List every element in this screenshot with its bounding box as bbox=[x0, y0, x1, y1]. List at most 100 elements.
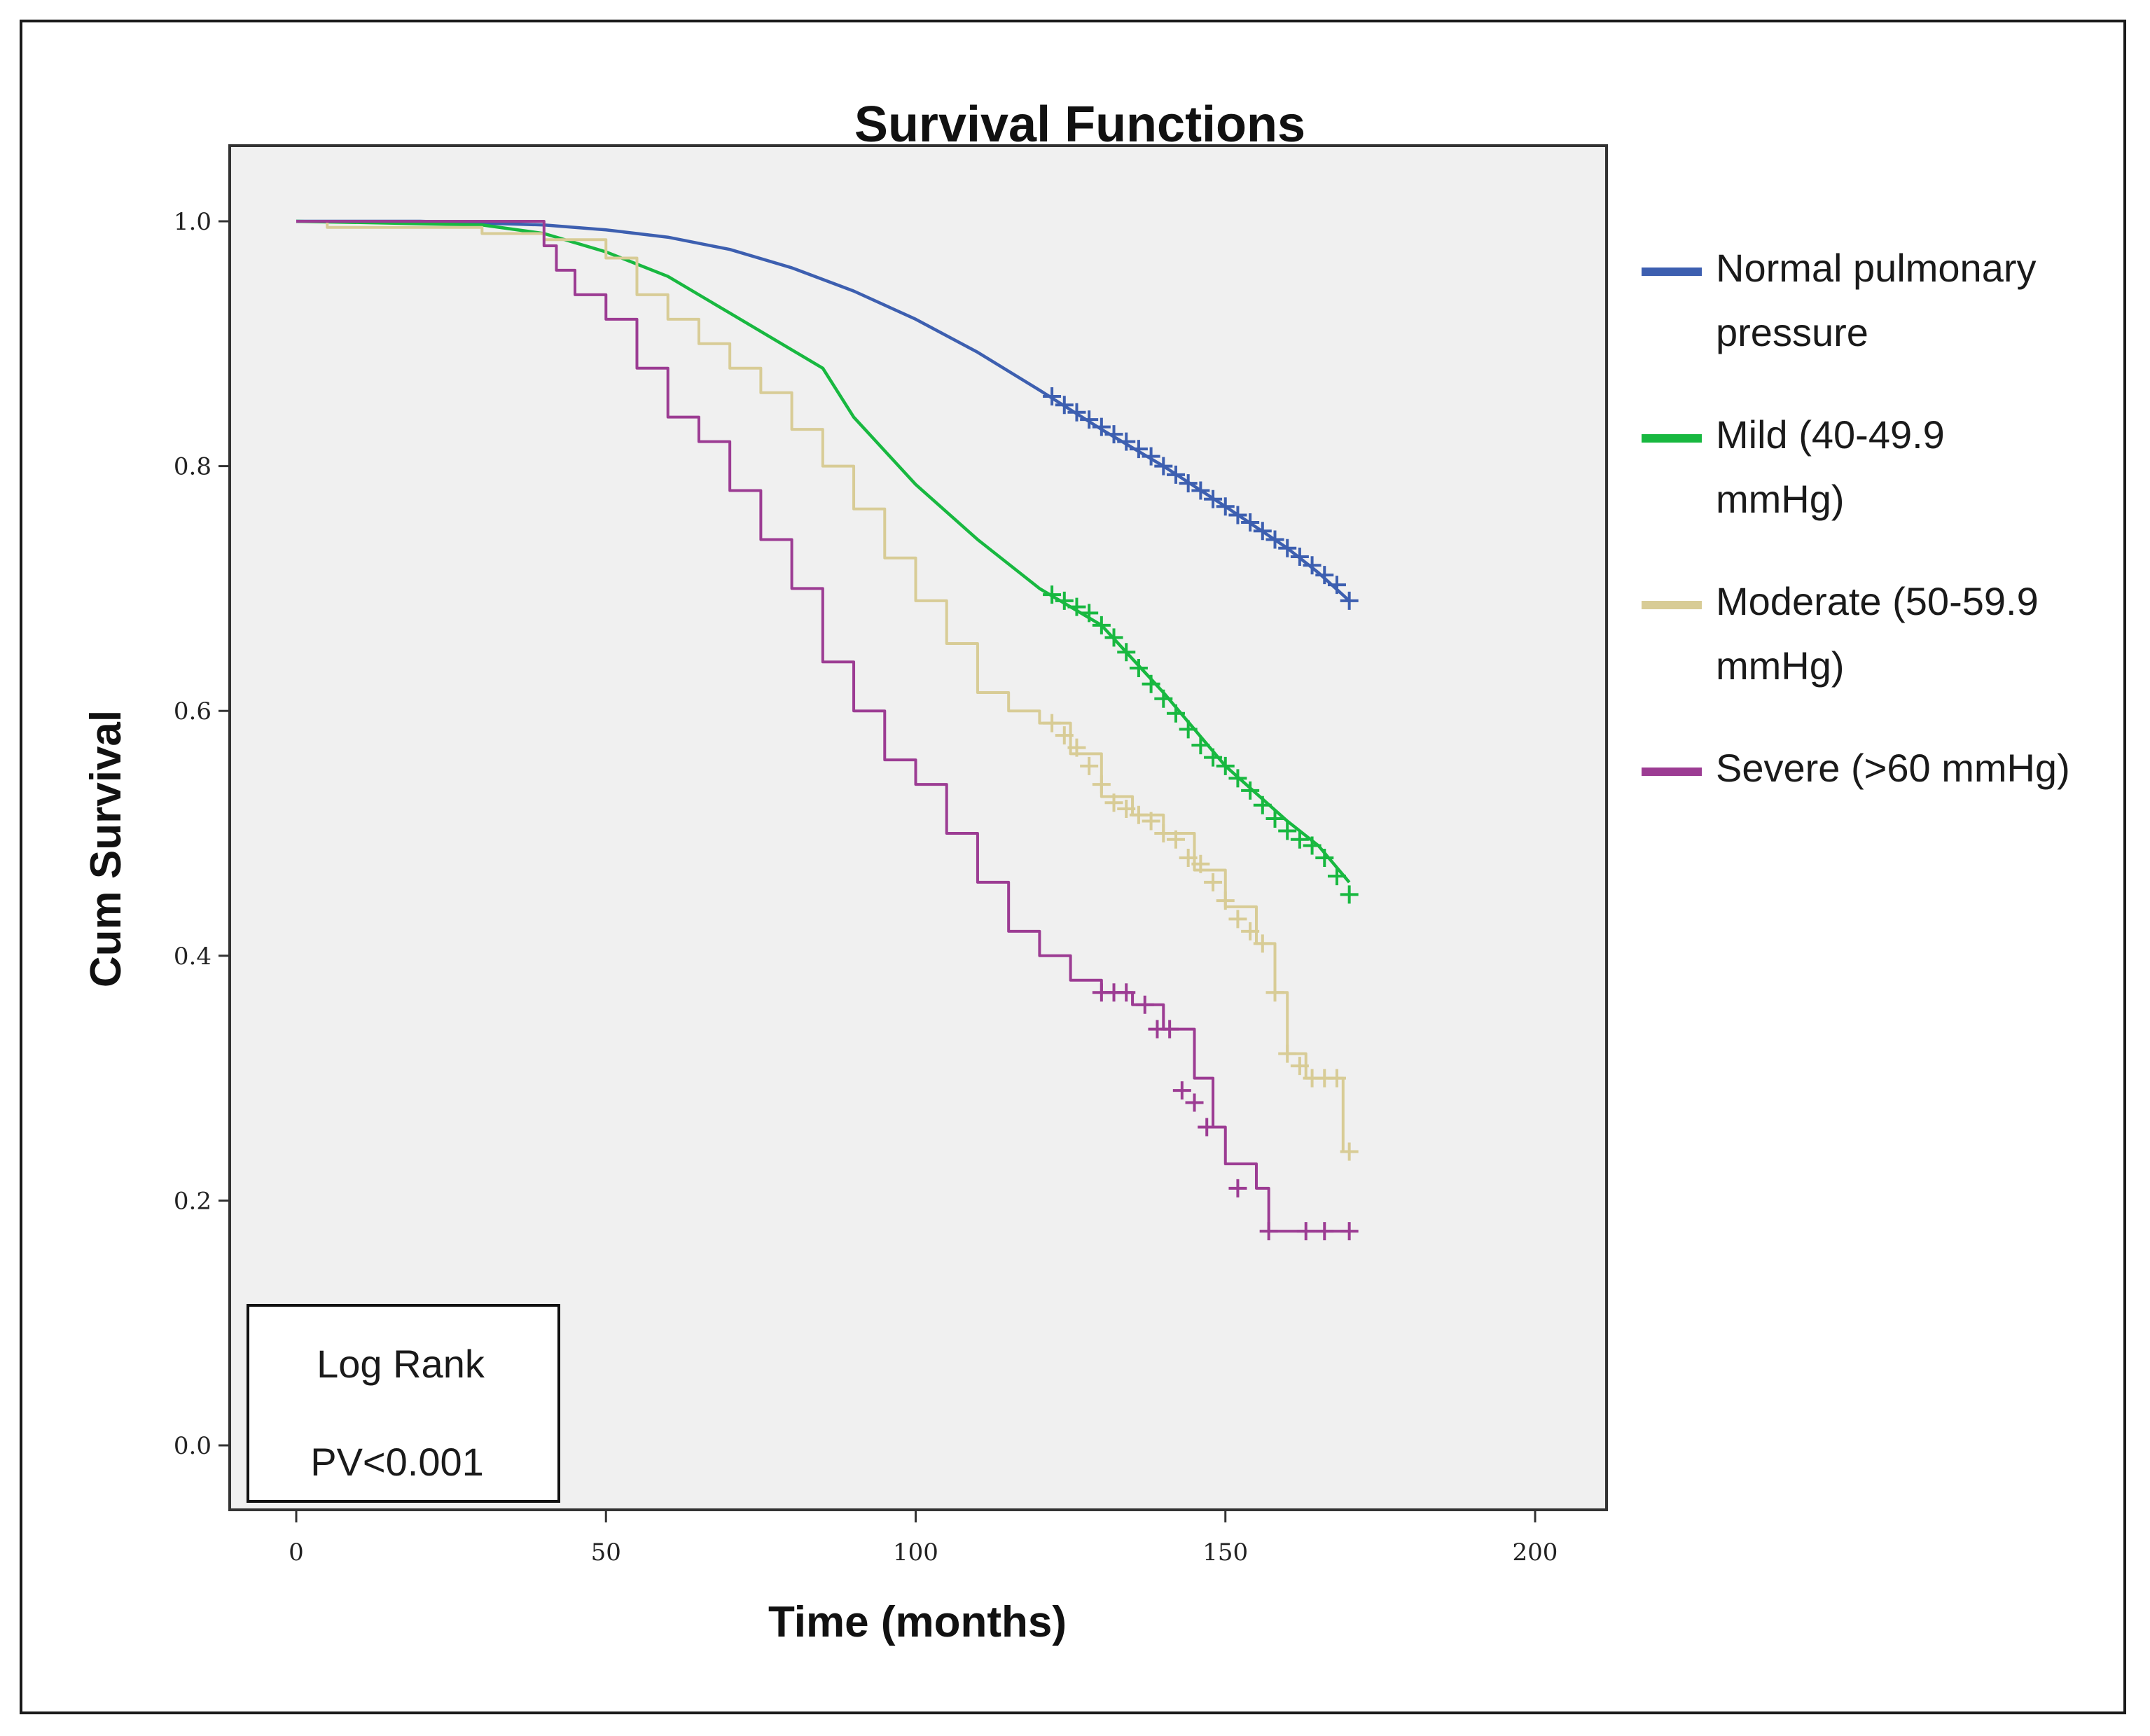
censor-mark bbox=[1117, 643, 1136, 662]
legend-label: Mild (40-49.9 bbox=[1716, 412, 1945, 457]
censor-mark bbox=[1142, 674, 1160, 693]
x-tick-label: 150 bbox=[1202, 1539, 1248, 1567]
censor-mark bbox=[1204, 873, 1223, 891]
censor-mark bbox=[1129, 805, 1148, 824]
y-axis-title: Cum Survival bbox=[82, 710, 130, 987]
legend-swatch bbox=[1642, 434, 1702, 443]
censor-mark bbox=[1172, 1081, 1191, 1100]
censor-mark bbox=[1278, 1044, 1297, 1063]
censor-mark bbox=[1216, 497, 1235, 516]
censor-mark bbox=[1290, 1057, 1309, 1076]
censor-mark bbox=[1327, 1069, 1346, 1088]
censor-mark bbox=[1265, 810, 1284, 828]
censor-mark bbox=[1179, 848, 1198, 867]
censor-mark bbox=[1327, 867, 1346, 886]
censor-mark bbox=[1315, 848, 1334, 867]
legend: Normal pulmonary pressure Mild (40-49.9 mmH… bbox=[1642, 246, 2070, 790]
censor-mark bbox=[1104, 628, 1123, 647]
censor-mark bbox=[1259, 1222, 1278, 1241]
censor-mark bbox=[1315, 566, 1334, 585]
series-3 bbox=[296, 220, 1359, 1241]
censor-mark bbox=[1198, 1118, 1216, 1137]
censor-mark bbox=[1067, 597, 1086, 616]
censor-mark bbox=[1327, 576, 1346, 595]
series-0 bbox=[296, 219, 1359, 610]
censor-mark bbox=[1129, 440, 1148, 459]
survival-curve bbox=[296, 219, 1351, 602]
censor-mark bbox=[1117, 983, 1136, 1002]
censor-mark bbox=[1303, 556, 1322, 575]
censor-mark bbox=[1265, 983, 1284, 1002]
censor-mark bbox=[1253, 934, 1272, 953]
legend-item: Moderate (50-59.9 mmHg) bbox=[1642, 579, 2039, 688]
censor-mark bbox=[1154, 824, 1173, 842]
legend-swatch bbox=[1642, 268, 1702, 276]
censor-mark bbox=[1104, 425, 1123, 444]
x-tick-label: 50 bbox=[591, 1539, 621, 1567]
censor-mark bbox=[1340, 885, 1359, 904]
censor-mark bbox=[1092, 417, 1111, 436]
legend-label: Normal pulmonary bbox=[1716, 246, 2037, 290]
series-1 bbox=[296, 219, 1359, 904]
censor-mark bbox=[1340, 1142, 1359, 1161]
series-layer bbox=[296, 219, 1359, 1241]
censor-mark bbox=[1278, 539, 1297, 557]
censor-mark bbox=[1216, 756, 1235, 775]
y-tick-label: 0.4 bbox=[174, 943, 211, 971]
censor-mark bbox=[1166, 465, 1185, 484]
censor-mark bbox=[1142, 447, 1160, 466]
censor-mark bbox=[1191, 481, 1210, 500]
censor-mark bbox=[1160, 1020, 1179, 1039]
censor-mark bbox=[1185, 1093, 1204, 1112]
x-axis: 0 50 100 150 200 bbox=[289, 1510, 1558, 1567]
censor-mark bbox=[1241, 922, 1260, 940]
censor-mark bbox=[1043, 714, 1062, 732]
censor-mark bbox=[1228, 769, 1247, 788]
survival-curve bbox=[296, 220, 1350, 1233]
legend-label: Moderate (50-59.9 bbox=[1716, 579, 2039, 623]
censor-mark bbox=[1055, 396, 1074, 415]
series-2 bbox=[296, 220, 1359, 1161]
censor-mark bbox=[1241, 513, 1260, 532]
censor-mark bbox=[1191, 736, 1210, 755]
censor-mark bbox=[1154, 457, 1173, 475]
censor-mark bbox=[1315, 1222, 1334, 1241]
legend-item: Mild (40-49.9 mmHg) bbox=[1642, 412, 1945, 521]
censor-mark bbox=[1043, 585, 1062, 604]
censor-mark bbox=[1290, 830, 1309, 849]
censor-mark bbox=[1117, 432, 1136, 451]
censor-mark bbox=[1055, 591, 1074, 610]
y-tick-label: 0.6 bbox=[174, 697, 211, 725]
censor-mark bbox=[1080, 410, 1099, 429]
censor-mark bbox=[1216, 891, 1235, 910]
censor-mark bbox=[1278, 821, 1297, 840]
censor-mark bbox=[1154, 689, 1173, 708]
censor-mark bbox=[1265, 530, 1284, 549]
y-tick-label: 0.2 bbox=[174, 1187, 211, 1215]
censor-mark bbox=[1204, 489, 1223, 508]
censor-mark bbox=[1340, 591, 1359, 610]
censor-mark bbox=[1228, 506, 1247, 525]
censor-mark bbox=[1340, 1222, 1359, 1241]
censor-mark bbox=[1142, 812, 1160, 831]
censor-mark bbox=[1179, 474, 1198, 493]
x-axis-title: Time (months) bbox=[768, 1598, 1067, 1646]
legend-swatch bbox=[1642, 601, 1702, 609]
censor-mark bbox=[1092, 616, 1111, 634]
annotation-line-2: PV<0.001 bbox=[310, 1440, 484, 1484]
y-tick-label: 1.0 bbox=[174, 208, 211, 236]
figure-frame: Survival Functions 0.0 0.2 0.4 0.6 0.8 1.0 0 5… bbox=[20, 20, 2126, 1714]
annotation-box bbox=[247, 1304, 560, 1503]
censor-mark bbox=[1228, 1179, 1247, 1197]
censor-mark bbox=[1303, 836, 1322, 855]
y-tick-label: 0.8 bbox=[174, 453, 211, 481]
y-tick-label: 0.0 bbox=[174, 1432, 211, 1460]
legend-label: mmHg) bbox=[1716, 644, 1845, 688]
censor-mark bbox=[1043, 387, 1062, 405]
x-tick-label: 0 bbox=[289, 1539, 304, 1567]
censor-mark bbox=[1117, 800, 1136, 819]
censor-mark bbox=[1092, 775, 1111, 794]
censor-mark bbox=[1228, 910, 1247, 929]
censor-mark bbox=[1080, 604, 1099, 623]
censor-mark bbox=[1067, 738, 1086, 757]
